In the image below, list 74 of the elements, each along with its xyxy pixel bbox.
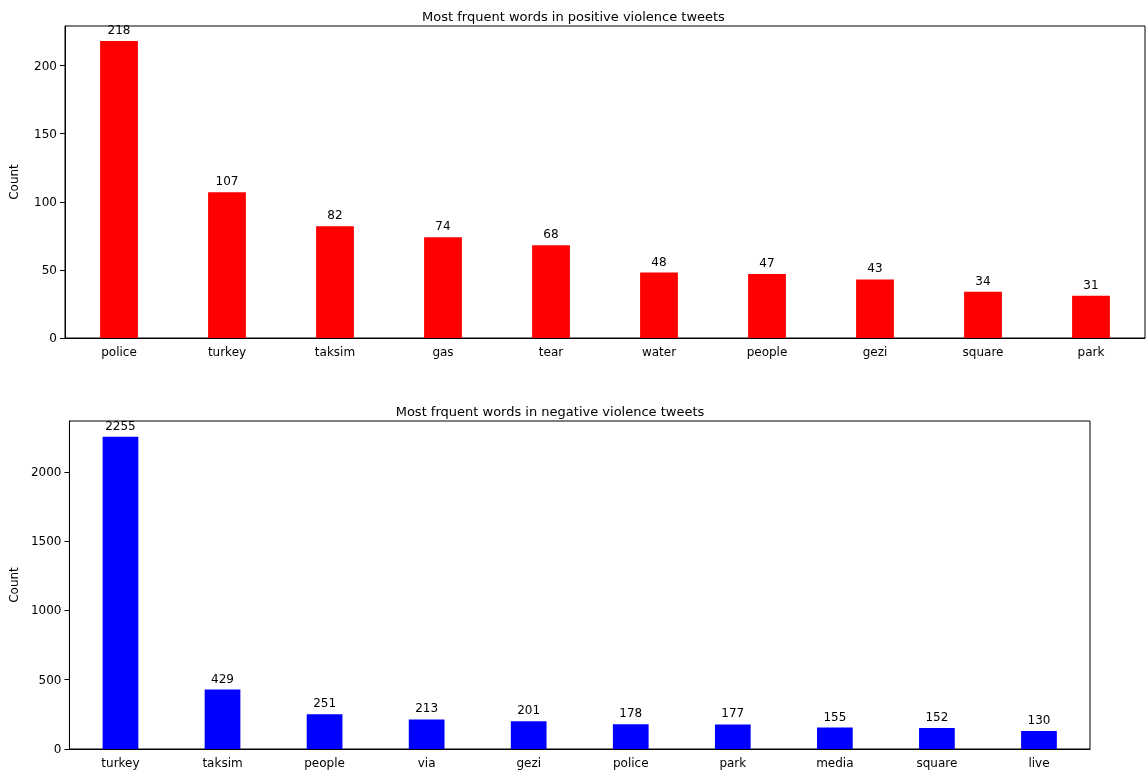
bar — [204, 689, 241, 749]
bar — [100, 40, 138, 338]
y-tick-label: 1000 — [30, 603, 62, 618]
x-tick-label: gezi — [862, 345, 888, 359]
data-label: 2255 — [105, 418, 136, 433]
x-tick-label: via — [417, 756, 436, 770]
x-tick-label: taksim — [202, 756, 243, 770]
data-label: 429 — [211, 671, 234, 686]
bar — [424, 237, 462, 338]
y-tick-label: 0 — [49, 331, 57, 345]
x-tick-label: tear — [538, 345, 564, 359]
data-label: 251 — [313, 696, 337, 711]
data-label: 74 — [435, 219, 451, 234]
x-tick-label: gezi — [516, 756, 542, 770]
y-tick-label: 0 — [53, 742, 62, 756]
x-tick-label: park — [719, 756, 747, 770]
x-tick-label: turkey — [101, 756, 140, 770]
data-label: 213 — [415, 701, 439, 716]
data-label: 34 — [975, 273, 991, 288]
x-tick-label: live — [1028, 756, 1050, 770]
bar — [208, 192, 246, 338]
x-tick-label: water — [641, 345, 677, 359]
data-label: 152 — [925, 709, 949, 724]
bar — [919, 727, 955, 749]
data-label: 178 — [619, 706, 643, 721]
bar — [102, 436, 139, 749]
bar — [316, 226, 354, 338]
x-tick-label: police — [101, 345, 137, 359]
bar — [640, 272, 678, 338]
x-tick-label: gas — [432, 345, 454, 359]
y-tick-label: 200 — [34, 58, 57, 73]
bar — [306, 714, 343, 749]
bar — [1072, 295, 1110, 338]
y-tick-label: 150 — [34, 126, 57, 141]
bar — [964, 291, 1002, 338]
bar — [532, 245, 570, 338]
bar — [510, 721, 547, 749]
x-tick-label: turkey — [207, 345, 247, 359]
y-tick-label: 100 — [34, 194, 57, 209]
data-label: 48 — [651, 254, 667, 269]
bar — [1021, 730, 1057, 749]
x-tick-label: taksim — [314, 345, 356, 359]
y-tick-label: 1500 — [30, 534, 62, 549]
bar — [856, 279, 894, 338]
data-label: 218 — [107, 22, 131, 37]
data-label: 130 — [1027, 712, 1051, 727]
x-tick-label: police — [612, 756, 649, 770]
bar — [714, 724, 751, 749]
y-tick-label: 2000 — [30, 464, 62, 479]
bar — [612, 724, 649, 749]
y-axis-title: Count — [7, 163, 21, 200]
y-axis-title: Count — [7, 566, 21, 603]
data-label: 177 — [721, 706, 745, 721]
data-label: 43 — [867, 261, 883, 276]
x-tick-label: people — [746, 345, 788, 359]
chart-title: Most frquent words in negative violence tweets — [395, 404, 705, 419]
x-tick-label: square — [962, 345, 1004, 359]
x-tick-label: media — [816, 756, 854, 770]
bar — [817, 727, 853, 749]
data-label: 47 — [759, 255, 775, 270]
data-label: 68 — [543, 227, 559, 242]
data-label: 31 — [1083, 277, 1099, 292]
data-label: 155 — [823, 709, 847, 724]
y-tick-label: 50 — [41, 262, 57, 277]
data-label: 201 — [517, 703, 541, 718]
chart-title: Most frquent words in positive violence tweets — [422, 9, 726, 24]
bar — [408, 719, 445, 749]
y-tick-label: 500 — [38, 672, 62, 687]
bar — [748, 273, 786, 338]
x-tick-label: people — [304, 756, 345, 770]
x-tick-label: park — [1077, 345, 1105, 359]
x-tick-label: square — [916, 756, 958, 770]
data-label: 82 — [327, 208, 343, 223]
data-label: 107 — [215, 174, 239, 189]
